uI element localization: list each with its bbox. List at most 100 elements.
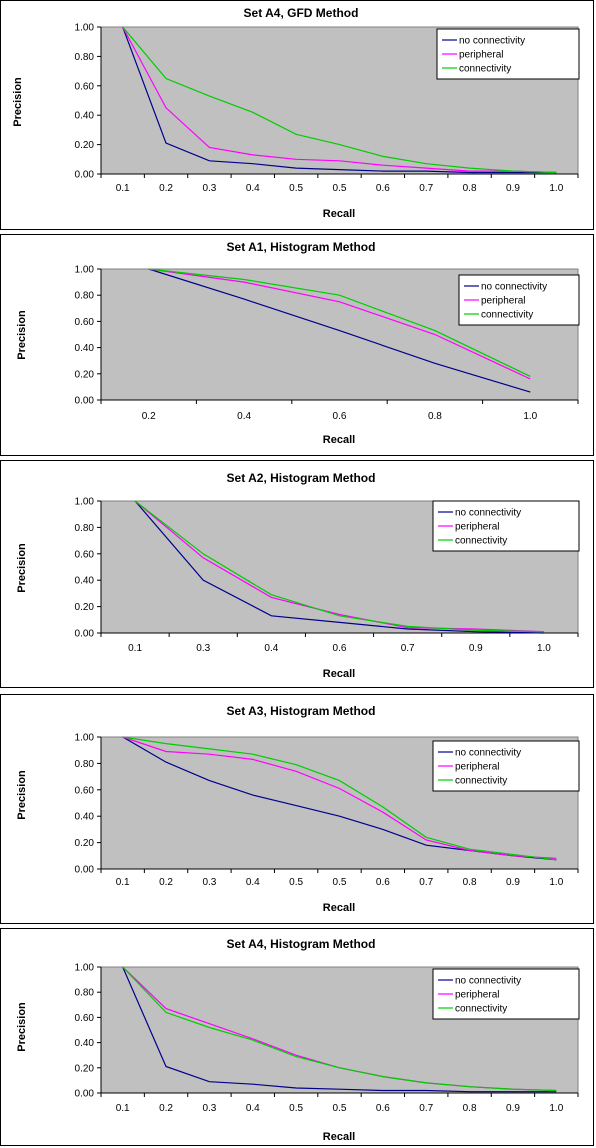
chart-title: Set A2, Histogram Method [227, 471, 376, 485]
x-tick-label: 0.6 [333, 411, 347, 422]
x-tick-label: 0.4 [237, 411, 251, 422]
y-tick-label: 0.40 [75, 1038, 95, 1049]
y-tick-label: 0.40 [75, 343, 95, 354]
y-tick-label: 0.60 [75, 549, 95, 560]
y-tick-label: 0.20 [75, 602, 95, 613]
series-line-no-connectivity [148, 268, 531, 393]
y-tick-label: 1.00 [75, 497, 95, 508]
x-tick-label: 0.2 [159, 1103, 173, 1114]
y-tick-label: 0.80 [75, 523, 95, 534]
y-tick-label: 0.00 [75, 629, 95, 640]
y-tick-label: 0.80 [75, 988, 95, 999]
legend-box [432, 740, 580, 792]
y-tick-label: 0.20 [75, 140, 95, 151]
y-tick-label: 0.00 [75, 170, 95, 181]
x-axis-label: Recall [323, 902, 355, 914]
y-tick-label: 0.40 [75, 111, 95, 122]
x-axis-label: Recall [323, 208, 355, 220]
y-tick-label: 0.00 [75, 865, 95, 876]
legend-item-label: no connectivity [455, 748, 521, 759]
x-tick-label: 0.8 [428, 411, 442, 422]
series-line-peripheral [134, 500, 544, 633]
chart-title: Set A3, Histogram Method [227, 704, 376, 718]
y-axis-label: Precision [16, 770, 28, 820]
x-tick-label: 0.7 [419, 877, 433, 888]
y-tick-label: 0.80 [75, 759, 95, 770]
chart-2: Set A1, Histogram Method Precision Recal… [16, 240, 580, 446]
legend-item-label: no connectivity [455, 976, 521, 987]
chart-title: Set A4, Histogram Method [227, 937, 376, 951]
chart-panel-1: Set A4, GFD Method Precision Recall 0.00… [0, 0, 594, 230]
chart-panel-2: Set A1, Histogram Method Precision Recal… [0, 234, 594, 456]
legend-item-label: no connectivity [455, 508, 521, 519]
y-tick-label: 0.60 [75, 785, 95, 796]
x-tick-label: 1.0 [549, 183, 563, 194]
legend-item-label: peripheral [455, 762, 499, 773]
legend-item-label: connectivity [455, 776, 507, 787]
y-tick-label: 0.80 [75, 291, 95, 302]
x-tick-label: 0.6 [376, 1103, 390, 1114]
y-tick-label: 0.80 [75, 52, 95, 63]
series-line-connectivity [122, 26, 557, 174]
y-tick-label: 1.00 [75, 733, 95, 744]
x-axis-label: Recall [323, 434, 355, 446]
x-tick-label: 0.9 [506, 1103, 520, 1114]
series-line-connectivity [122, 736, 557, 861]
x-tick-label: 0.1 [116, 1103, 130, 1114]
x-tick-label: 0.4 [246, 183, 260, 194]
y-tick-label: 0.60 [75, 317, 95, 328]
chart-panel-5: Set A4, Histogram Method Precision Recal… [0, 928, 594, 1146]
series-line-connectivity [134, 500, 544, 633]
x-tick-label: 0.5 [333, 1103, 347, 1114]
legend-item-label: peripheral [455, 990, 499, 1001]
x-tick-label: 0.4 [246, 1103, 260, 1114]
y-tick-label: 0.20 [75, 838, 95, 849]
y-axis-label: Precision [16, 1002, 28, 1052]
chart-title: Set A1, Histogram Method [227, 240, 376, 254]
x-tick-label: 0.8 [463, 183, 477, 194]
x-tick-label: 0.4 [246, 877, 260, 888]
x-tick-label: 0.7 [401, 643, 415, 654]
x-tick-label: 1.0 [523, 411, 537, 422]
legend-item-label: no connectivity [481, 282, 547, 293]
legend: no connectivity peripheral connectivity [458, 274, 580, 326]
y-tick-label: 0.00 [75, 396, 95, 407]
x-tick-label: 0.7 [419, 1103, 433, 1114]
legend: no connectivity peripheral connectivity [436, 28, 580, 80]
chart-panel-4: Set A3, Histogram Method Precision Recal… [0, 694, 594, 924]
series-line-connectivity [122, 966, 557, 1092]
legend-item-label: connectivity [455, 536, 507, 547]
x-tick-label: 0.3 [202, 183, 216, 194]
x-tick-label: 0.5 [333, 183, 347, 194]
y-tick-label: 0.20 [75, 1063, 95, 1074]
legend-box [432, 968, 580, 1020]
x-tick-label: 0.9 [506, 877, 520, 888]
x-tick-label: 0.2 [159, 877, 173, 888]
x-tick-label: 0.8 [463, 1103, 477, 1114]
y-tick-label: 0.20 [75, 369, 95, 380]
legend-item-label: connectivity [455, 1004, 507, 1015]
x-tick-label: 0.2 [159, 183, 173, 194]
legend-item-label: peripheral [481, 296, 525, 307]
x-tick-label: 0.6 [333, 643, 347, 654]
chart-3: Set A2, Histogram Method Precision Recal… [16, 471, 580, 680]
x-tick-label: 0.5 [289, 183, 303, 194]
y-axis-label: Precision [12, 77, 24, 127]
x-tick-label: 1.0 [537, 643, 551, 654]
x-tick-label: 0.2 [142, 411, 156, 422]
y-axis-label: Precision [16, 543, 28, 593]
chart-5: Set A4, Histogram Method Precision Recal… [16, 937, 580, 1143]
x-tick-label: 0.5 [289, 1103, 303, 1114]
x-tick-label: 0.3 [202, 1103, 216, 1114]
legend-item-label: no connectivity [459, 36, 525, 47]
series-line-no-connectivity [134, 500, 544, 634]
x-tick-label: 0.3 [196, 643, 210, 654]
x-tick-label: 1.0 [549, 877, 563, 888]
y-tick-label: 0.60 [75, 81, 95, 92]
x-axis-label: Recall [323, 668, 355, 680]
x-tick-label: 0.5 [289, 877, 303, 888]
y-tick-label: 1.00 [75, 265, 95, 276]
legend-item-label: connectivity [459, 64, 511, 75]
x-tick-label: 0.1 [116, 877, 130, 888]
chart-4: Set A3, Histogram Method Precision Recal… [16, 704, 580, 914]
